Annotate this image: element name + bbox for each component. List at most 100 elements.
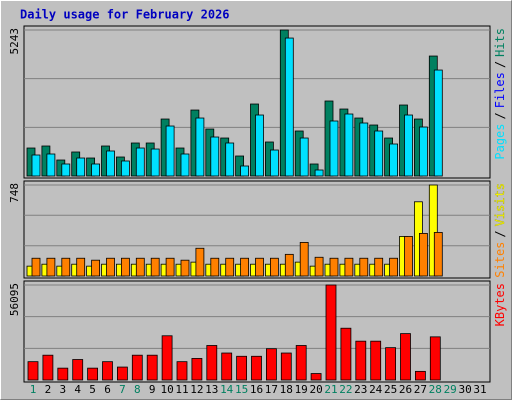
bar [314,169,324,177]
bar [206,345,218,381]
bar [255,257,264,277]
x-tick-label: 16 [250,383,263,396]
bar [433,69,443,177]
bar [106,150,115,177]
bar [429,336,441,381]
x-tick-label: 17 [265,383,278,396]
legend-entry: Pages [493,124,507,160]
x-tick-label: 26 [399,383,412,396]
bar [46,257,56,277]
bar [150,257,160,277]
bar [355,340,367,381]
bar [91,163,100,177]
bar [433,232,443,277]
legend-separator: / [493,61,507,68]
bar [135,147,145,177]
bar [389,143,399,177]
bar [385,347,397,381]
bar [195,247,205,277]
bar [404,114,413,177]
legend-entry: Visits [493,183,507,226]
legend: Sites / Visits [493,183,507,278]
x-tick-label: 21 [324,383,337,396]
x-tick-label: 27 [414,383,427,396]
bar [72,359,84,381]
bar [121,160,130,177]
bar [329,120,339,177]
x-tick-label: 3 [59,383,66,396]
bar [269,149,279,177]
bar [340,327,352,381]
bar [131,354,143,381]
bar [180,259,190,277]
bar [310,373,322,381]
x-tick-label: 25 [384,383,397,396]
x-tick-label: 31 [473,383,486,396]
bar [165,257,175,277]
bar [404,236,413,277]
x-tick-label: 11 [175,383,188,396]
x-tick-label: 12 [190,383,203,396]
bar [225,257,235,277]
chart-title: Daily usage for February 2026 [20,8,230,22]
bar [325,284,337,381]
legend: Pages / Files / Hits [493,28,507,160]
bar [284,253,294,277]
bar [180,153,190,177]
x-tick-label: 13 [205,383,218,396]
bar [91,259,100,277]
x-tick-label: 8 [134,383,141,396]
bar [240,165,250,177]
bar [414,370,426,381]
bar [251,355,262,381]
bar [269,257,279,277]
x-tick-label: 9 [149,383,156,396]
bar [329,257,339,277]
y-tick-label: 56095 [8,283,21,316]
bar [61,257,71,277]
bar [161,335,173,381]
bar [221,352,233,381]
bar [195,117,205,177]
bar [295,345,307,381]
x-tick-label: 2 [45,383,52,396]
bar [359,257,369,277]
bar [76,257,86,277]
x-tick-label: 6 [104,383,111,396]
legend-entry: KBytes [493,283,507,326]
bar [359,122,369,177]
bar [299,137,309,177]
bar [389,257,399,277]
bar [135,257,145,277]
bar [150,148,160,177]
bar [299,242,309,277]
bar [236,355,248,381]
bar [76,157,86,177]
bar [146,354,158,381]
x-tick-label: 18 [280,383,293,396]
x-tick-label: 19 [295,383,308,396]
bar [428,184,438,277]
x-tick-label: 7 [119,383,126,396]
bar [374,257,384,277]
bar [370,340,382,381]
bar [102,361,113,381]
x-tick-label: 30 [458,383,471,396]
bar [344,257,354,277]
bar [27,361,39,381]
bar [117,366,128,381]
x-tick-label: 23 [354,383,367,396]
x-tick-label: 10 [160,383,173,396]
bar [46,153,56,177]
x-tick-label: 14 [220,383,234,396]
bar [314,256,324,277]
bar [418,233,428,277]
bar [191,358,203,381]
x-tick-label: 4 [74,383,81,396]
x-tick-label: 28 [429,383,442,396]
legend-entry: Hits [493,28,507,57]
legend-separator: / [493,112,507,119]
